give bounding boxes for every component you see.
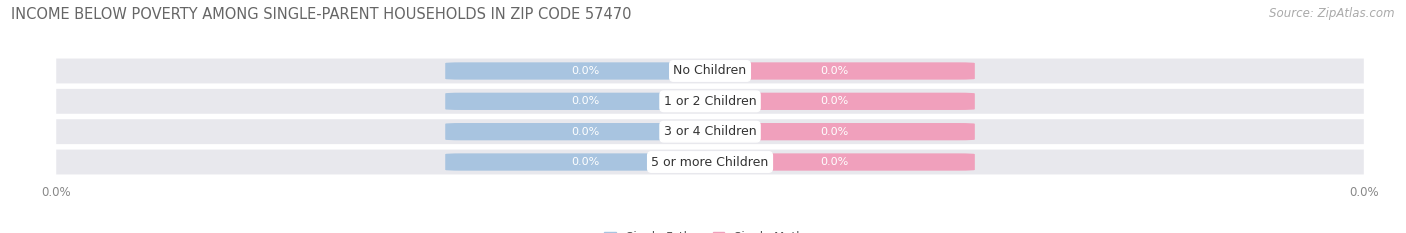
Text: 0.0%: 0.0% <box>820 157 848 167</box>
Text: 0.0%: 0.0% <box>820 127 848 137</box>
Text: Source: ZipAtlas.com: Source: ZipAtlas.com <box>1270 7 1395 20</box>
FancyBboxPatch shape <box>446 153 717 171</box>
FancyBboxPatch shape <box>703 62 974 80</box>
Legend: Single Father, Single Mother: Single Father, Single Mother <box>605 231 815 233</box>
Text: 3 or 4 Children: 3 or 4 Children <box>664 125 756 138</box>
Text: 0.0%: 0.0% <box>572 66 600 76</box>
Text: 0.0%: 0.0% <box>820 66 848 76</box>
Text: 0.0%: 0.0% <box>572 157 600 167</box>
FancyBboxPatch shape <box>56 58 1364 83</box>
FancyBboxPatch shape <box>56 150 1364 175</box>
Text: 1 or 2 Children: 1 or 2 Children <box>664 95 756 108</box>
FancyBboxPatch shape <box>703 123 974 140</box>
Text: 0.0%: 0.0% <box>572 96 600 106</box>
Text: INCOME BELOW POVERTY AMONG SINGLE-PARENT HOUSEHOLDS IN ZIP CODE 57470: INCOME BELOW POVERTY AMONG SINGLE-PARENT… <box>11 7 631 22</box>
FancyBboxPatch shape <box>446 93 717 110</box>
FancyBboxPatch shape <box>446 62 717 80</box>
FancyBboxPatch shape <box>446 123 717 140</box>
FancyBboxPatch shape <box>56 119 1364 144</box>
Text: 0.0%: 0.0% <box>820 96 848 106</box>
Text: No Children: No Children <box>673 65 747 78</box>
Text: 5 or more Children: 5 or more Children <box>651 155 769 168</box>
Text: 0.0%: 0.0% <box>572 127 600 137</box>
FancyBboxPatch shape <box>703 153 974 171</box>
FancyBboxPatch shape <box>56 89 1364 114</box>
FancyBboxPatch shape <box>703 93 974 110</box>
